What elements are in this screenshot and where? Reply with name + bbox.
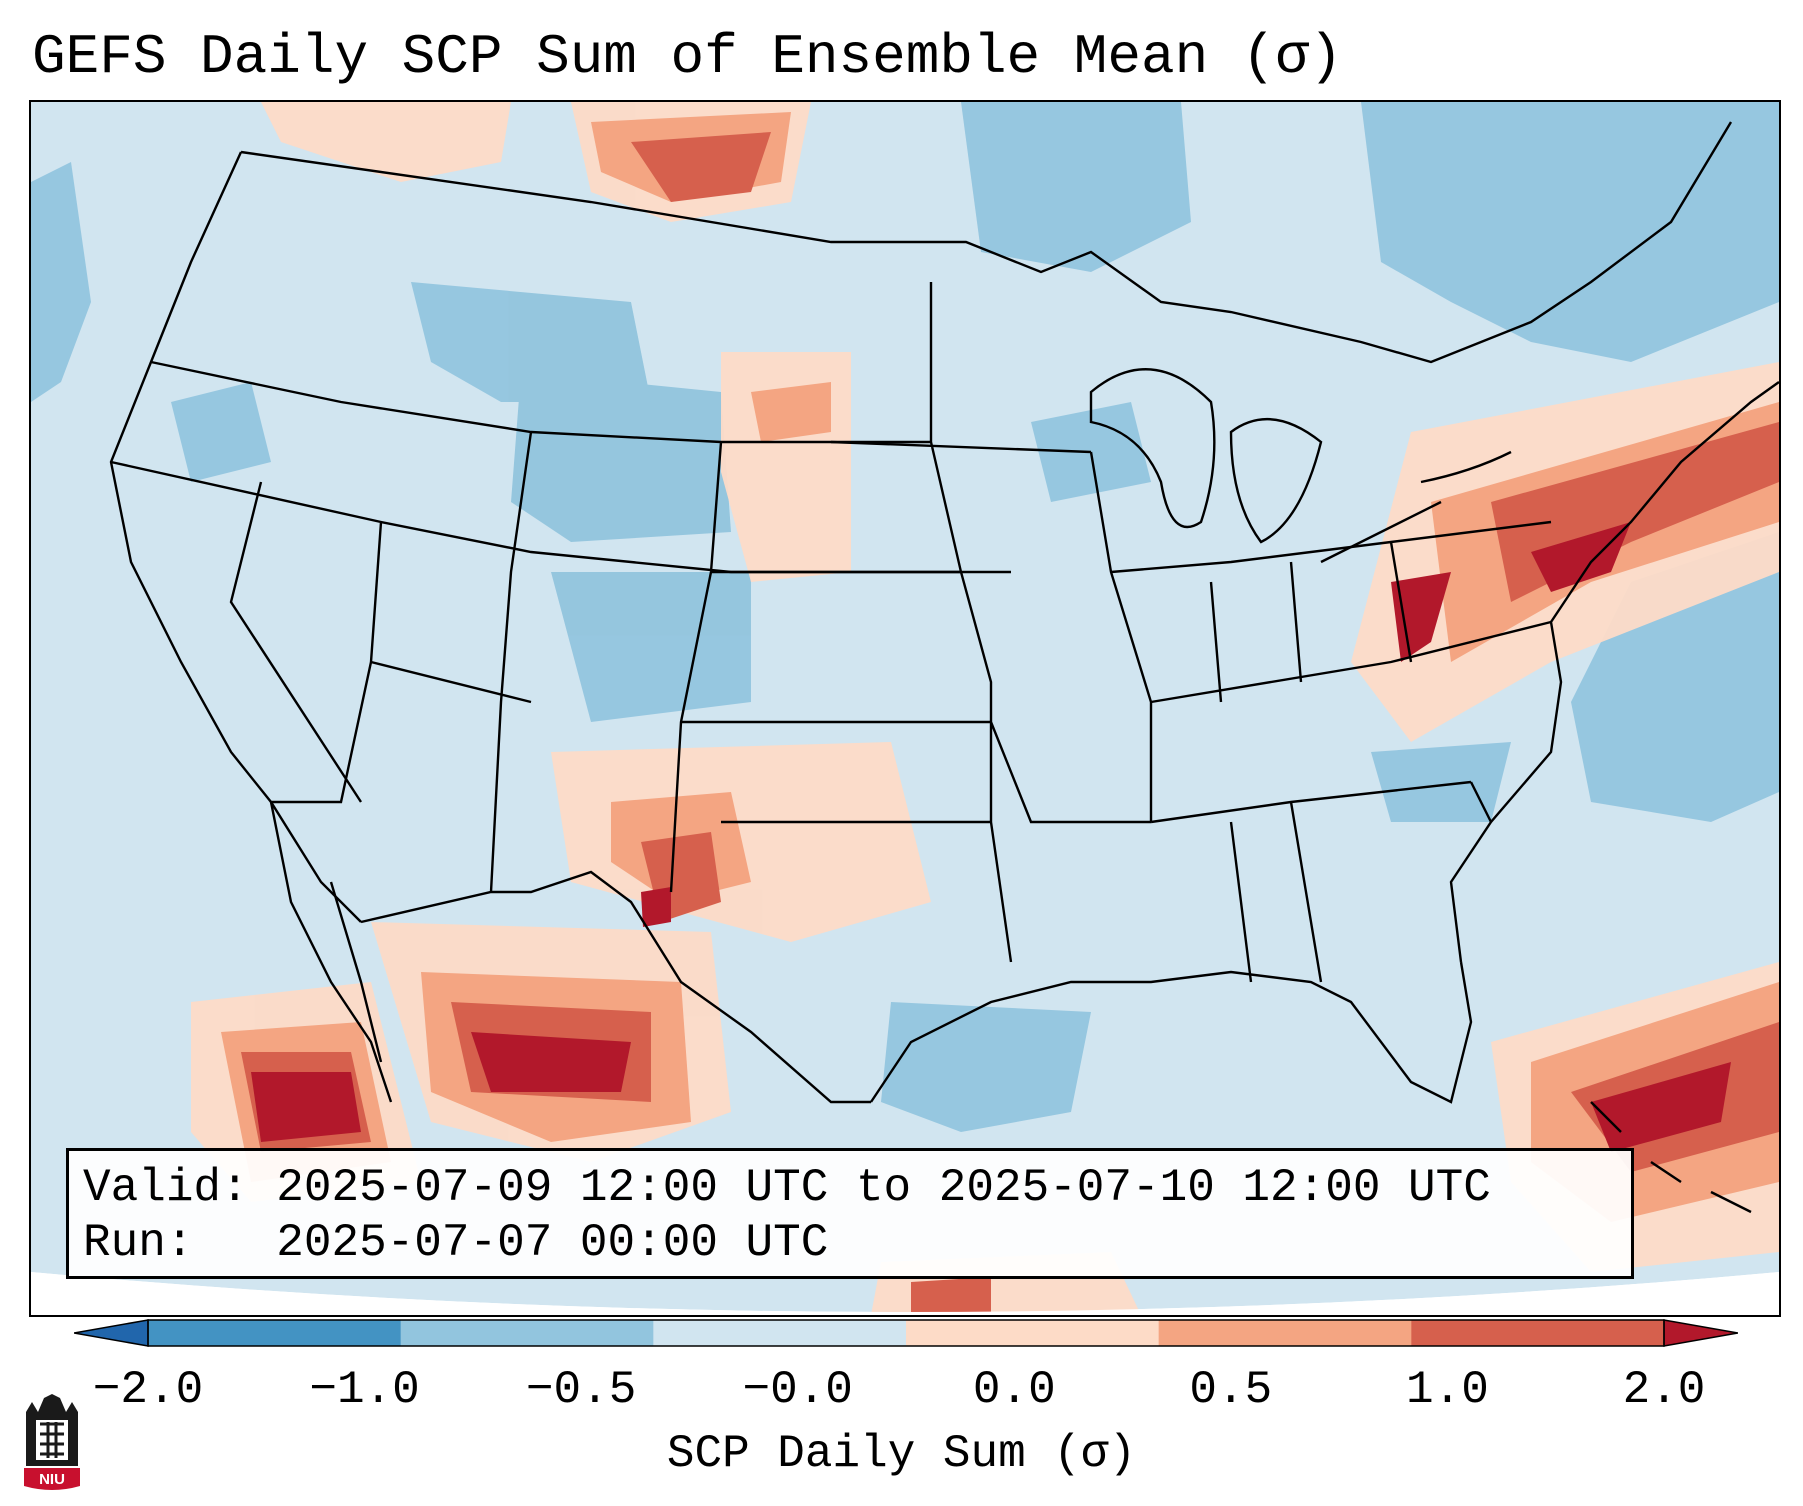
valid-value: 2025-07-09 12:00 UTC to 2025-07-10 12:00… bbox=[276, 1162, 1491, 1214]
field-negative-strong bbox=[31, 102, 1779, 1132]
colorbar-segment bbox=[148, 1320, 402, 1346]
state-lines-west bbox=[110, 360, 961, 893]
caribbean-islands bbox=[1590, 1101, 1752, 1214]
valid-run-info-box: Valid: 2025-07-09 12:00 UTC to 2025-07-1… bbox=[66, 1148, 1634, 1279]
colorbar-tick-label: 2.0 bbox=[1622, 1364, 1706, 1416]
colorbar-tick-label: 0.5 bbox=[1189, 1364, 1273, 1416]
colorbar-segment bbox=[653, 1320, 907, 1346]
state-lines-east bbox=[1110, 520, 1552, 983]
colorbar-extend-low bbox=[74, 1319, 149, 1347]
colorbar-outline bbox=[147, 1319, 1665, 1347]
run-label: Run: bbox=[83, 1217, 194, 1269]
chart-title: GEFS Daily SCP Sum of Ensemble Mean (σ) bbox=[32, 25, 1343, 89]
boundaries bbox=[109, 121, 1779, 1214]
colorbar-tick-label: −2.0 bbox=[92, 1364, 204, 1416]
scp-map bbox=[31, 102, 1779, 1315]
map-panel bbox=[29, 100, 1781, 1317]
west-coast bbox=[109, 151, 362, 923]
colorbar-tick-label: 1.0 bbox=[1406, 1364, 1489, 1416]
colorbar-segment bbox=[1411, 1320, 1665, 1346]
colorbar-segment bbox=[906, 1320, 1160, 1346]
colorbar bbox=[74, 1319, 1738, 1347]
us-canada-border bbox=[240, 121, 1733, 364]
great-lakes bbox=[1089, 368, 1512, 564]
colorbar-segment bbox=[400, 1320, 654, 1346]
colorbar-label: SCP Daily Sum (σ) bbox=[666, 1428, 1137, 1480]
run-value: 2025-07-07 00:00 UTC bbox=[276, 1217, 829, 1269]
gulf-coast bbox=[870, 961, 1473, 1104]
colorbar-tick-label: −1.0 bbox=[309, 1364, 420, 1416]
colorbar-tick-label: 0.0 bbox=[972, 1364, 1056, 1416]
valid-line: Valid: 2025-07-09 12:00 UTC to 2025-07-1… bbox=[83, 1161, 1617, 1216]
colorbar-tick-label: −0.0 bbox=[742, 1364, 853, 1416]
state-lines-central bbox=[681, 282, 1153, 963]
field-positive-extreme bbox=[251, 522, 1731, 1152]
us-mexico-border bbox=[360, 870, 871, 1104]
colorbar-tick-label: −0.5 bbox=[525, 1364, 637, 1416]
run-line: Run: 2025-07-07 00:00 UTC bbox=[83, 1216, 1617, 1271]
projection-edge bbox=[31, 1272, 1779, 1315]
baja-california bbox=[269, 801, 393, 1103]
colorbar-segment bbox=[1158, 1320, 1412, 1346]
valid-label: Valid: bbox=[83, 1162, 249, 1214]
logo-text: NIU bbox=[39, 1471, 65, 1488]
niu-castle-logo-icon: NIU bbox=[24, 1394, 80, 1490]
colorbar-extend-high bbox=[1663, 1319, 1738, 1347]
